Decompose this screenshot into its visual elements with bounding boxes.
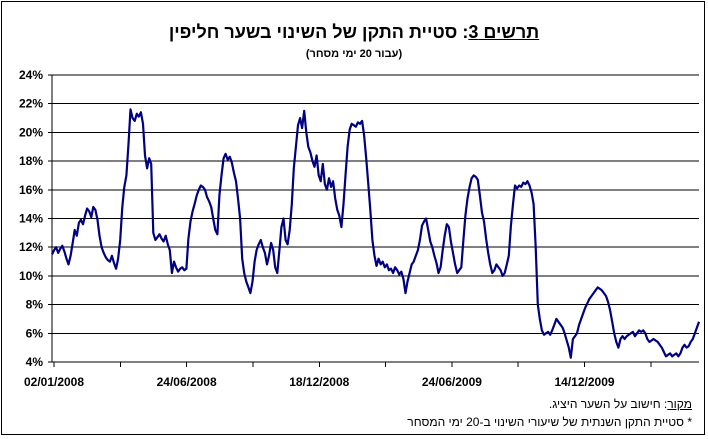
series-line (51, 108, 701, 359)
chart-title-prefix: תרשים 3 (468, 22, 540, 42)
chart-subtitle: (עבור 20 ימי מסחר) (305, 48, 403, 60)
y-tick-label: 24% (19, 68, 43, 82)
y-tick-label: 18% (19, 154, 43, 168)
y-tick-label: 4% (26, 355, 44, 369)
source-label: מקור (667, 397, 692, 411)
y-tick-label: 12% (19, 240, 43, 254)
chart-title-text: : סטיית התקן של השינוי בשער חליפין (168, 22, 469, 42)
y-tick-label: 8% (26, 298, 44, 312)
x-tick-label: 02/01/2008 (24, 375, 84, 389)
y-tick-label: 22% (19, 97, 43, 111)
x-tick-label: 24/06/2009 (422, 375, 482, 389)
x-tick-label: 18/12/2008 (289, 375, 349, 389)
x-tick-label: 24/06/2008 (157, 375, 217, 389)
y-tick-label: 6% (26, 326, 44, 340)
y-tick-label: 10% (19, 269, 43, 283)
y-tick-label: 14% (19, 212, 43, 226)
x-tick-label: 14/12/2009 (555, 375, 615, 389)
source-note: מקור: חישוב על השער היציג. (549, 397, 692, 411)
source-text: : חישוב על השער היציג. (548, 397, 668, 411)
chart-title: תרשים 3: סטיית התקן של השינוי בשער חליפי… (0, 22, 708, 43)
y-tick-label: 16% (19, 183, 43, 197)
footnote: * סטיית התקן השנתית של שיעורי השינוי ב-2… (407, 415, 692, 429)
y-tick-label: 20% (19, 125, 43, 139)
